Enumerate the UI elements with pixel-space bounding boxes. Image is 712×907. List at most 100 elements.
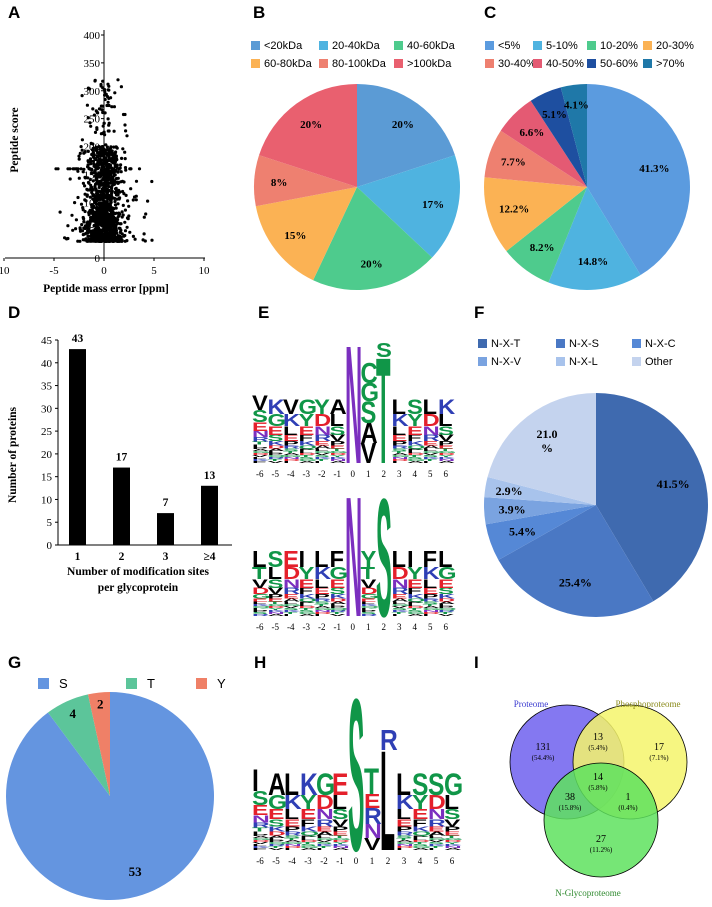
- logo-letter: Q: [407, 444, 426, 449]
- x-tick-label: ≥4: [203, 551, 215, 563]
- logo-letter: T: [364, 760, 379, 802]
- logo-letter: K: [300, 825, 318, 833]
- scatter-point: [123, 220, 127, 224]
- legend-swatch: [394, 41, 403, 50]
- pie-slice-4: [484, 477, 596, 505]
- logo-letter: N: [345, 480, 362, 640]
- scatter-point: [99, 183, 103, 187]
- logo-letter: K: [283, 610, 301, 613]
- logo-letter: L: [438, 411, 453, 430]
- scatter-point: [124, 193, 128, 197]
- logo-position-label: -6: [256, 856, 264, 865]
- scatter-point: [97, 153, 101, 157]
- bar-0: [69, 349, 86, 545]
- scatter-point: [113, 163, 118, 167]
- legend-swatch: [251, 41, 260, 50]
- legend-item-1: N-X-S: [556, 338, 599, 350]
- scatter-point: [94, 201, 98, 205]
- logo-letter: N: [438, 459, 455, 462]
- sequence-logo-h: -6FKLVDGAPITRNESI-5VTRQPLADKSEGA-4IDNGAT…: [252, 690, 463, 865]
- logo-letter: Q: [299, 444, 318, 449]
- logo-position-label: 2: [382, 469, 387, 479]
- logo-letter: P: [252, 610, 268, 613]
- scatter-point: [96, 189, 100, 193]
- logo-letter: G: [361, 593, 380, 600]
- logo-letter: A: [330, 395, 347, 419]
- scatter-point: [93, 79, 97, 83]
- scatter-point: [104, 215, 108, 219]
- logo-letter: S: [407, 395, 423, 419]
- logo-letter: A: [412, 847, 430, 850]
- logo-letter: T: [283, 612, 298, 615]
- legend-label: N-X-V: [491, 356, 521, 368]
- legend-swatch: [478, 339, 487, 348]
- legend-swatch: [251, 59, 260, 68]
- logo-letter: S: [392, 608, 408, 611]
- scatter-point: [107, 84, 111, 88]
- scatter-point: [93, 184, 97, 188]
- logo-letter: I: [316, 847, 323, 850]
- legend-label: 5-10%: [546, 40, 578, 52]
- legend-label: 60-80kDa: [264, 58, 312, 70]
- x-axis-label-line-2: per glycoprotein: [98, 582, 179, 594]
- scatter-point: [97, 193, 101, 197]
- logo-letter: L: [252, 547, 267, 572]
- logo-letter: I: [423, 614, 430, 617]
- logo-letter: D: [268, 444, 285, 449]
- logo-letter: P: [407, 448, 423, 452]
- logo-letter: D: [252, 586, 269, 596]
- scatter-point: [110, 186, 114, 190]
- scatter-point: [117, 214, 121, 218]
- logo-letter: G: [428, 837, 447, 840]
- pie-chart-c: 41.3% 14.8% 8.2% 12.2% 7.7% 6.6% 5.1%4.1%: [484, 84, 690, 291]
- scatter-point: [123, 229, 128, 233]
- y-tick-label: 0: [95, 253, 101, 265]
- logo-letter: K: [252, 459, 270, 462]
- scatter-point: [77, 154, 81, 158]
- logo-letter: I: [314, 614, 321, 617]
- logo-letter: A: [299, 461, 316, 464]
- logo-position-label: -5: [272, 622, 280, 632]
- scatter-point: [97, 238, 101, 242]
- scatter-point: [90, 208, 94, 212]
- logo-letter: K: [300, 766, 318, 802]
- scatter-point: [70, 213, 74, 217]
- scatter-point: [86, 231, 90, 235]
- scatter-point: [98, 214, 102, 218]
- scatter-point: [115, 166, 119, 170]
- scatter-point: [113, 199, 117, 204]
- pie-label-5: 6.6%: [519, 127, 544, 139]
- scatter-point: [92, 198, 96, 202]
- scatter-point: [76, 195, 80, 200]
- scatter-point: [95, 126, 99, 130]
- scatter-point: [86, 149, 90, 153]
- scatter-point: [83, 192, 87, 196]
- legend-label: N-X-L: [569, 356, 598, 368]
- pie-chart-g: 53 4 2: [6, 692, 215, 900]
- logo-letter: E: [314, 440, 330, 447]
- pie-label-4: 2.9%: [496, 484, 523, 498]
- logo-letter: P: [300, 835, 317, 839]
- logo-letter: D: [330, 453, 347, 456]
- logo-letter: D: [332, 839, 350, 842]
- logo-letter: P: [396, 825, 412, 833]
- logo-letter: V: [444, 817, 461, 829]
- scatter-point: [96, 166, 100, 170]
- legend-label: 50-60%: [600, 58, 638, 70]
- logo-letter: D: [299, 453, 316, 456]
- pie-label-0: 20%: [392, 119, 414, 131]
- logo-letter: R: [252, 436, 270, 443]
- scatter-point: [86, 234, 90, 238]
- pie-label-4: 8%: [271, 177, 288, 189]
- scatter-point: [95, 178, 99, 182]
- logo-letter: L: [423, 395, 438, 419]
- logo-position-label: 3: [397, 469, 402, 479]
- logo-letter: T: [438, 448, 453, 452]
- logo-letter: V: [361, 437, 377, 470]
